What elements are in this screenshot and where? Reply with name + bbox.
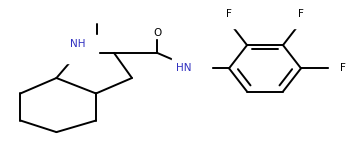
Text: NH: NH	[70, 39, 86, 49]
Text: O: O	[153, 28, 161, 38]
FancyBboxPatch shape	[146, 17, 168, 38]
Text: F: F	[226, 9, 232, 19]
Text: F: F	[340, 63, 346, 73]
FancyBboxPatch shape	[329, 61, 351, 76]
Text: F: F	[298, 9, 304, 19]
FancyBboxPatch shape	[58, 35, 98, 63]
Text: HN: HN	[176, 63, 191, 73]
FancyBboxPatch shape	[292, 10, 310, 28]
FancyBboxPatch shape	[171, 58, 211, 79]
FancyBboxPatch shape	[220, 10, 238, 28]
